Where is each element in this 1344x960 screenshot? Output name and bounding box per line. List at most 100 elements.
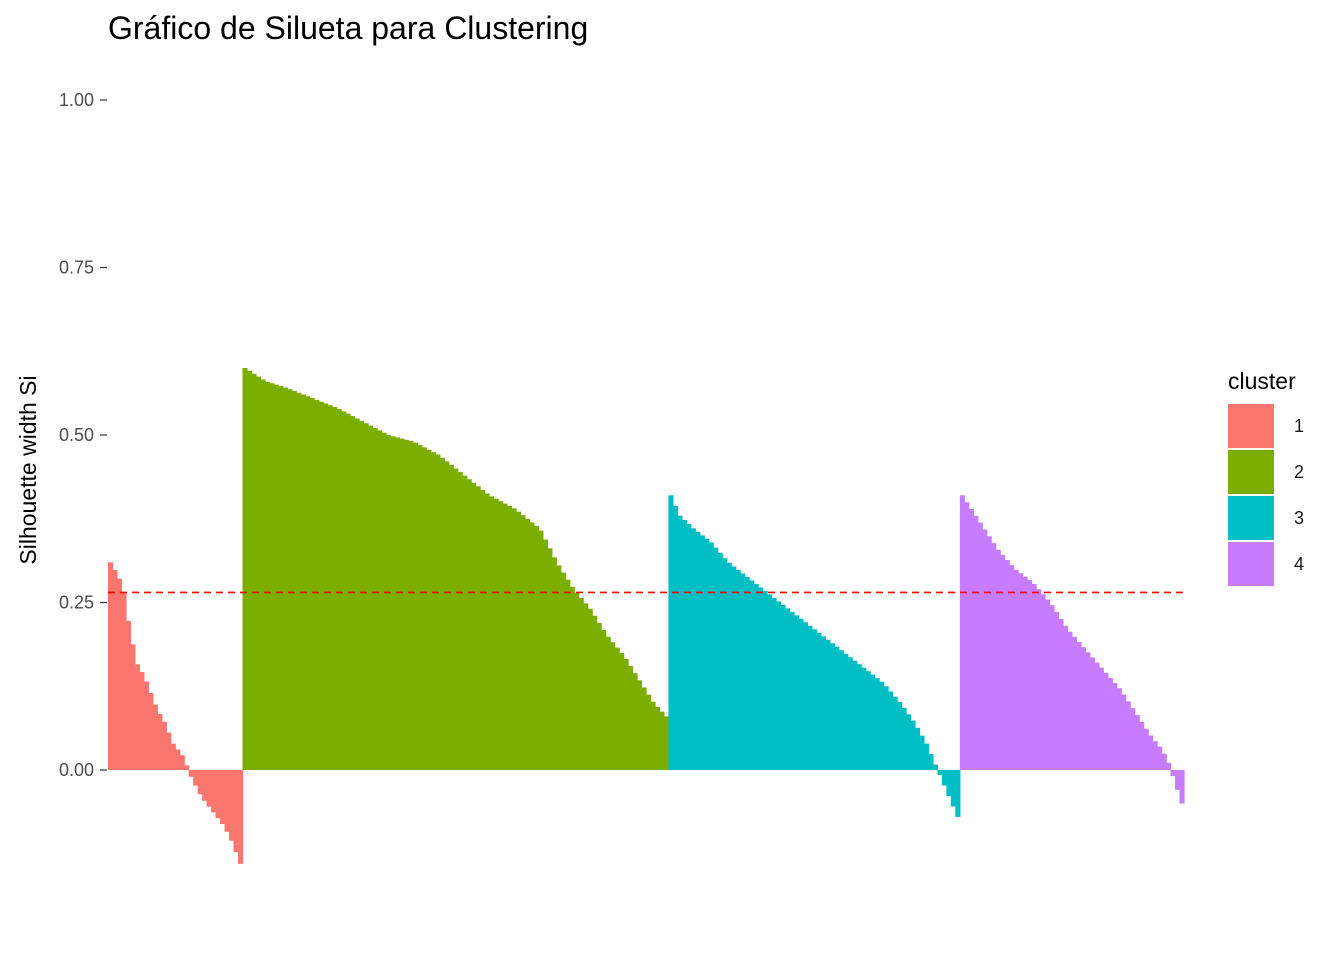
silhouette-bar [1125,701,1131,770]
silhouette-bar [108,562,114,770]
legend-label: 3 [1294,507,1305,528]
silhouette-bar [744,576,750,770]
silhouette-bar [820,636,826,770]
silhouette-bar [246,370,253,770]
silhouette-bar [1107,677,1113,770]
silhouette-bar [538,530,544,770]
y-tick-label: 0.25 [59,593,94,613]
silhouette-bar [829,643,835,770]
silhouette-bar [152,704,158,770]
legend-items: 1 2 3 4 [1228,403,1304,587]
silhouette-bar [1004,559,1010,770]
silhouette-bar [856,664,862,770]
silhouette-bar [1161,753,1167,770]
silhouette-bar [865,671,871,770]
silhouette-bar [1121,694,1127,770]
silhouette-bar [995,549,1001,770]
silhouette-bar [139,672,145,770]
silhouette-bar [932,764,939,770]
silhouette-bar [309,398,315,770]
legend-key-swatch [1228,450,1274,494]
silhouette-bar [359,420,365,770]
silhouette-bar [1036,589,1042,770]
silhouette-bars [108,368,1185,864]
y-tick-label: 0.50 [59,425,94,445]
silhouette-bar [224,770,230,832]
silhouette-bar [130,644,136,770]
legend: cluster 1 2 3 4 [1228,368,1304,587]
silhouette-bar [771,597,777,770]
silhouette-bar [861,667,867,770]
silhouette-bar [1170,770,1176,777]
silhouette-bar [565,579,571,770]
silhouette-bar [1045,599,1051,770]
silhouette-bar [439,457,445,770]
silhouette-bar [116,578,123,770]
silhouette-bar [1027,580,1033,770]
silhouette-bar [619,652,625,770]
silhouette-bar [937,770,943,776]
silhouette-bar [959,495,965,770]
silhouette-bar [870,674,876,770]
silhouette-bar [686,524,692,770]
silhouette-bar [363,423,369,770]
silhouette-bar [318,401,324,770]
y-axis: 0.00 0.25 0.50 0.75 1.00 [59,90,107,780]
cluster-1-bars [108,562,244,864]
silhouette-bar [919,735,925,770]
silhouette-bar [1098,667,1104,770]
silhouette-bar [233,770,239,853]
silhouette-bar [220,770,226,825]
silhouette-bar [327,405,333,770]
silhouette-bar [1112,683,1118,770]
silhouette-bar [901,708,907,770]
silhouette-bar [314,399,320,770]
silhouette-bar [601,630,607,770]
silhouette-bar [1067,631,1073,770]
silhouette-bar [498,501,504,770]
silhouette-bar [668,495,674,770]
silhouette-bar [672,505,678,770]
silhouette-bar [825,639,831,770]
silhouette-bar [251,373,257,770]
silhouette-bar [466,479,472,770]
legend-item-cluster-2: 2 [1228,449,1304,495]
silhouette-bar [654,706,661,770]
silhouette-bar [269,383,275,770]
silhouette-bar [1013,569,1019,770]
silhouette-bar [690,528,696,770]
silhouette-bar [202,770,208,801]
silhouette-bar [368,425,374,770]
silhouette-bar [650,701,656,770]
silhouette-bar [462,475,468,770]
silhouette-bar [148,693,154,770]
silhouette-bar [749,580,755,770]
silhouette-bar [170,743,176,770]
silhouette-bar [556,565,562,770]
silhouette-bar [663,716,670,770]
cluster-4-bars [959,495,1185,804]
silhouette-bar [444,461,450,770]
silhouette-bar [628,666,634,770]
silhouette-bar [1152,741,1158,770]
silhouette-bar [923,743,930,770]
silhouette-bar [946,770,952,796]
silhouette-bar [1166,762,1172,770]
silhouette-bar [982,529,988,770]
silhouette-bar [610,642,616,770]
silhouette-bar [134,664,140,770]
silhouette-bar [897,701,903,770]
silhouette-bar [184,765,190,770]
silhouette-bar [408,440,414,770]
silhouette-bar [713,547,719,770]
silhouette-bar [300,394,306,770]
silhouette-bar [681,519,687,770]
silhouette-bar [542,539,548,770]
silhouette-bar [255,376,262,770]
silhouette-bar [1062,625,1069,770]
silhouette-bar [161,721,167,770]
silhouette-bar [502,503,508,770]
y-tick-label: 0.75 [59,258,94,278]
silhouette-bar [574,592,580,770]
